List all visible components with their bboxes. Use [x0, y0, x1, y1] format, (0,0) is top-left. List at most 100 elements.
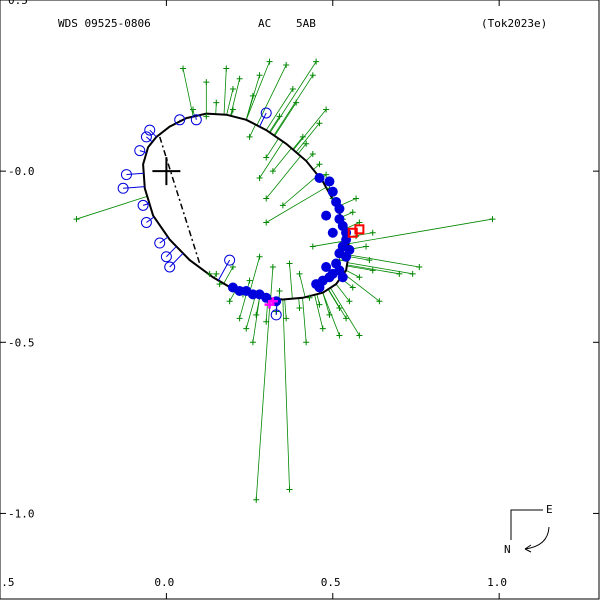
measure-plus — [396, 270, 403, 277]
x-tick-label: 1.0 — [487, 576, 507, 589]
residual-line — [330, 287, 360, 336]
residual-line — [299, 273, 306, 298]
residual-line — [259, 141, 284, 179]
open-residual — [126, 172, 144, 176]
measure-plus — [266, 58, 273, 65]
open-circle-marker — [164, 261, 176, 273]
open-residual — [195, 115, 197, 120]
speckle-marker — [337, 272, 348, 283]
residual-line — [269, 61, 317, 133]
residual-line — [348, 254, 420, 268]
measure-plus — [346, 298, 353, 305]
y-tick-label: 0.5 — [8, 0, 28, 7]
x-axis-ticks: -0.5 0.0 0.5 1.0 — [0, 0, 507, 599]
measure-plus — [180, 65, 187, 72]
measure-plus — [293, 99, 300, 106]
speckle-marker — [311, 279, 322, 290]
measure-plus — [243, 325, 250, 332]
measure-plus — [369, 267, 376, 274]
measure-plus — [263, 318, 270, 325]
measure-plus — [316, 120, 323, 127]
measure-plus — [249, 339, 256, 346]
speckle-marker — [327, 186, 338, 197]
speckle-marker — [327, 227, 338, 238]
y-tick-label: -0.5 — [8, 336, 35, 349]
measure-plus — [256, 72, 263, 79]
residual-line — [226, 88, 234, 115]
measure-plus — [353, 195, 360, 202]
residual-line — [239, 293, 247, 319]
speckle-marker — [334, 203, 345, 214]
measure-plus — [366, 257, 373, 264]
measure-plus — [299, 133, 306, 140]
measure-plus — [316, 161, 323, 168]
open-residual — [123, 186, 145, 189]
predicted-positions — [264, 297, 278, 309]
measure-plus — [336, 332, 343, 339]
measure-plus — [253, 311, 260, 318]
measure-plus — [203, 113, 210, 120]
open-circle-marker — [270, 309, 282, 321]
measure-plus — [283, 315, 290, 322]
measure-plus — [246, 277, 253, 284]
measure-plus — [286, 260, 293, 267]
components-label: AC — [258, 17, 271, 30]
primary-cross — [152, 157, 181, 186]
y-axis-ticks: 0.5 -0.0 -0.5 -1.0 — [0, 0, 599, 520]
residual-line — [229, 290, 236, 302]
measure-plus — [309, 151, 316, 158]
measure-plus — [289, 85, 296, 92]
x-tick-label: -0.5 — [0, 576, 15, 589]
measure-plus — [73, 216, 80, 223]
wds-label: WDS 09525-0806 — [58, 17, 151, 30]
measure-plus — [409, 270, 416, 277]
open-circle-markers — [117, 107, 282, 321]
speckle-marker — [324, 176, 335, 187]
reference-label: (Tok2023e) — [481, 17, 547, 30]
speckle-marker — [314, 172, 325, 183]
residual-line — [274, 102, 297, 137]
open-circle-marker — [160, 251, 172, 263]
residual-line — [327, 288, 347, 319]
measure-plus — [369, 229, 376, 236]
residual-line — [343, 273, 380, 302]
residual-line — [272, 147, 292, 172]
open-residual — [166, 246, 177, 258]
residual-line — [322, 292, 340, 336]
measure-plus — [276, 113, 283, 120]
measure-plus — [313, 58, 320, 65]
compass-north: N — [504, 543, 511, 556]
residual-line — [347, 262, 413, 275]
residual-line — [245, 296, 256, 329]
residual-line — [249, 124, 256, 138]
open-circle-marker — [117, 182, 129, 194]
compass-arrowhead — [524, 544, 532, 553]
measure-plus — [263, 195, 270, 202]
residual-line — [265, 88, 294, 131]
measure-plus — [306, 294, 313, 301]
measure-plus — [323, 171, 330, 178]
measure-plus — [213, 270, 220, 277]
node-line-path — [159, 136, 201, 264]
residual-line — [282, 299, 290, 490]
measure-plus — [279, 202, 286, 209]
residual-line — [284, 299, 287, 319]
residual-line — [223, 266, 234, 284]
residual-line — [348, 218, 493, 245]
open-circle-marker — [134, 145, 146, 157]
residual-line — [223, 68, 227, 115]
x-tick-label: 0.0 — [154, 576, 174, 589]
measure-plus — [269, 263, 276, 270]
open-residual — [146, 136, 153, 143]
speckle-marker — [321, 261, 332, 272]
compass-axes — [510, 509, 543, 540]
speckle-filled-markers — [227, 172, 355, 307]
measure-plus — [303, 339, 310, 346]
measure-plus — [246, 133, 253, 140]
measure-plus — [309, 72, 316, 79]
primary-star-cross — [152, 157, 181, 186]
measure-plus — [203, 79, 210, 86]
residual-line — [346, 265, 373, 271]
open-circle-marker — [174, 114, 186, 126]
